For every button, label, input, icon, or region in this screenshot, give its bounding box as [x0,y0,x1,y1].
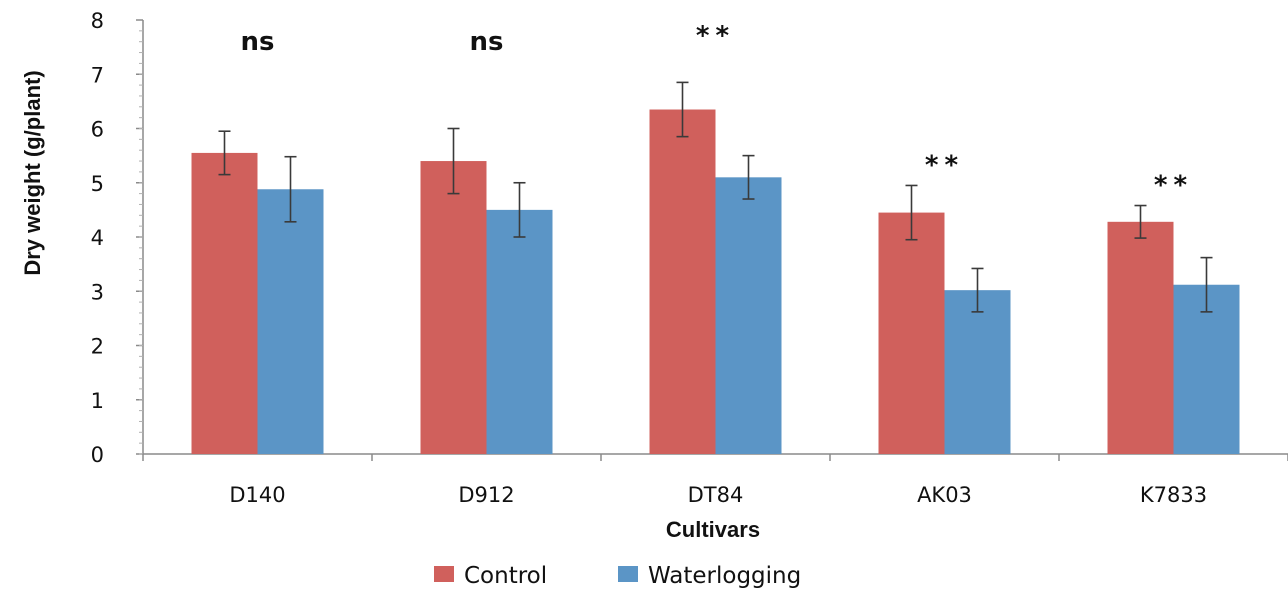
y-tick-label: 7 [91,63,104,87]
bar-control [191,152,258,454]
x-tick-label: K7833 [1140,483,1207,507]
x-tick-label: D140 [229,483,285,507]
y-tick-labels: 0 1 2 3 4 5 6 7 8 [91,9,104,467]
legend-label: Control [464,563,547,589]
significance-label: ns [241,27,275,57]
y-tick-label: 3 [91,280,104,304]
bar-waterlogging [257,189,324,454]
x-tick-labels: D140 D912 DT84 AK03 K7833 [229,483,1207,507]
chart-legend: Control Waterlogging [434,563,801,589]
legend-swatch-control [434,566,454,582]
bar-marks [191,109,1240,455]
bar-waterlogging [944,290,1011,454]
significance-annotations: ns ns ** ** ** [241,21,1193,201]
bar-control [1107,221,1174,454]
significance-label: ** [925,150,964,180]
y-tick-label: 2 [91,335,104,359]
y-tick-label: 4 [91,226,104,250]
significance-label: ** [696,21,735,51]
significance-label: ns [470,27,504,57]
y-tick-label: 6 [91,118,104,142]
legend-label: Waterlogging [648,563,801,589]
error-bars [218,81,1213,313]
y-tick-label: 1 [91,389,104,413]
legend-swatch-waterlogging [618,566,638,582]
x-tick-label: DT84 [688,483,744,507]
x-tick-label: D912 [458,483,514,507]
bar-control [649,109,716,454]
bar-waterlogging [1173,284,1240,454]
bar-waterlogging [715,177,782,454]
x-axis-title: Cultivars [666,517,760,542]
y-tick-label: 0 [91,443,104,467]
significance-label: ** [1154,171,1193,201]
y-axis-title: Dry weight (g/plant) [20,70,45,275]
y-tick-label: 5 [91,172,104,196]
bar-waterlogging [486,209,553,454]
bar-control [420,161,487,455]
y-tick-label: 8 [91,9,104,33]
bar-control [878,212,945,454]
x-tick-label: AK03 [917,483,972,507]
